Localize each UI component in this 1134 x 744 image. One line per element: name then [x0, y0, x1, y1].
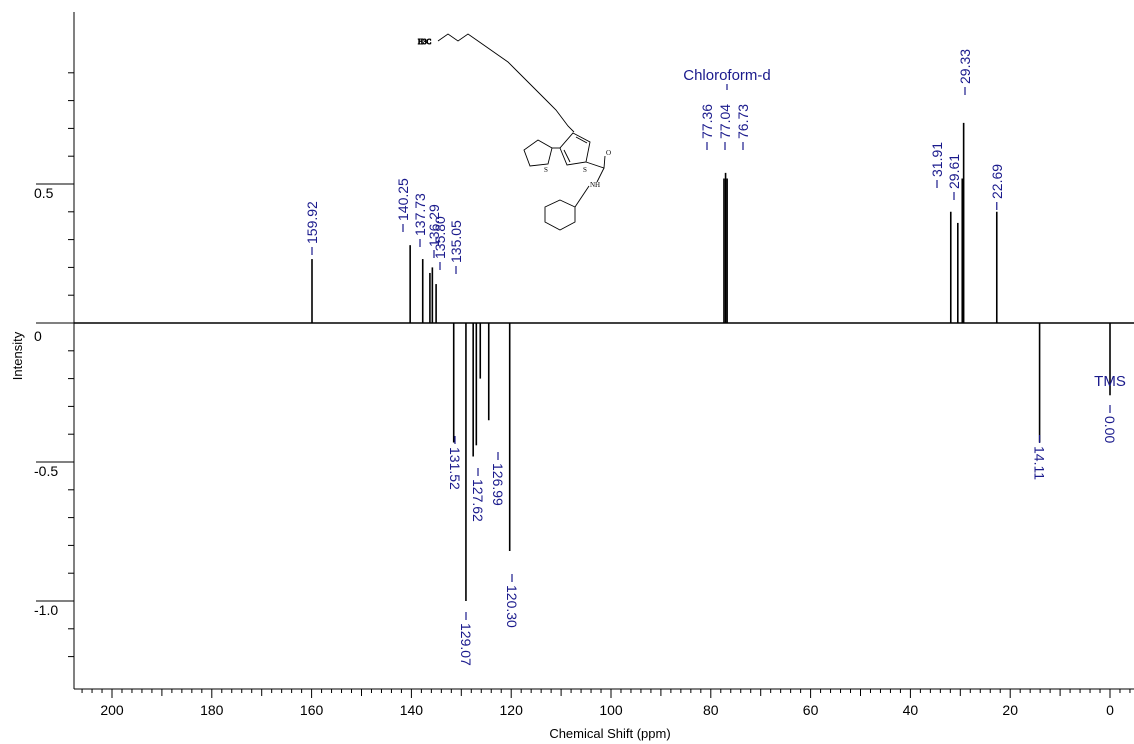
y-tick-label: -0.5	[34, 463, 58, 479]
peak-label: 136.29	[426, 204, 442, 247]
y-ticks: 0.5 0 -0.5 -1.0	[34, 72, 74, 658]
peak-label: 131.52	[447, 447, 463, 490]
n-phenyl-bond	[574, 185, 590, 208]
phenyl-ring	[544, 199, 576, 231]
alkyl-chain	[437, 33, 575, 133]
y-tick-label: -1.0	[34, 602, 58, 618]
peak-label: 77.36	[699, 104, 715, 139]
molecule-structure: H3C S S O NH	[418, 33, 611, 231]
thiophene-ring-central	[559, 132, 591, 166]
x-tick-label: 20	[1002, 702, 1018, 718]
peak-label: 76.73	[735, 104, 751, 139]
peak-label: 22.69	[989, 164, 1005, 199]
x-tick-label: 200	[100, 702, 124, 718]
double-bond-1	[575, 136, 588, 144]
peak-label: 0.00	[1102, 416, 1118, 443]
amide-nh: NH	[590, 181, 600, 189]
axes	[73, 12, 1134, 690]
peak-label: 135.80	[432, 216, 448, 259]
peak-label: 120.30	[504, 585, 520, 628]
peak-label: 135.05	[448, 220, 464, 263]
methyl-label: H3C	[418, 38, 432, 46]
tms-label: TMS	[1094, 373, 1126, 390]
peak-label: 126.99	[490, 463, 506, 506]
oxygen-atom: O	[606, 149, 611, 157]
thiophene-ring-terminal	[523, 139, 553, 167]
x-tick-label: 140	[400, 702, 424, 718]
x-tick-label: 0	[1106, 702, 1114, 718]
x-tick-label: 120	[500, 702, 524, 718]
sulfur-atom-2: S	[583, 166, 587, 174]
x-axis-title: Chemical Shift (ppm)	[549, 726, 670, 741]
x-tick-label: 80	[703, 702, 719, 718]
peak-label: 77.04	[717, 104, 733, 139]
x-tick-label: 160	[300, 702, 324, 718]
x-tick-label: 180	[200, 702, 224, 718]
x-tick-label: 100	[599, 702, 623, 718]
amide-bond	[596, 167, 605, 183]
peak-label: 159.92	[304, 201, 320, 244]
peak-lines	[311, 122, 1111, 601]
peak-label: 31.91	[929, 142, 945, 177]
double-bond-2	[563, 149, 571, 163]
y-tick-label: 0	[34, 328, 42, 344]
y-tick-label: 0.5	[34, 185, 54, 201]
peak-label: 29.61	[946, 154, 962, 189]
y-axis-title: Intensity	[10, 331, 25, 380]
sulfur-atom-1: S	[544, 166, 548, 174]
peak-label: 29.33	[957, 49, 973, 84]
x-tick-label: 40	[903, 702, 919, 718]
peak-label: 129.07	[458, 623, 474, 666]
carbonyl-bond	[585, 155, 606, 169]
peak-label: 127.62	[470, 479, 486, 522]
peak-label: 137.73	[412, 193, 428, 236]
peak-label: 140.25	[395, 178, 411, 221]
x-tick-label: 60	[803, 702, 819, 718]
peak-label: 14.11	[1032, 446, 1048, 480]
x-ticks: 200 180 160 140 120 100 80 60 40 20 0	[81, 689, 1131, 718]
chloroform-d-label: Chloroform-d	[683, 67, 771, 84]
solvent-annotations: Chloroform-d TMS	[683, 67, 1126, 390]
